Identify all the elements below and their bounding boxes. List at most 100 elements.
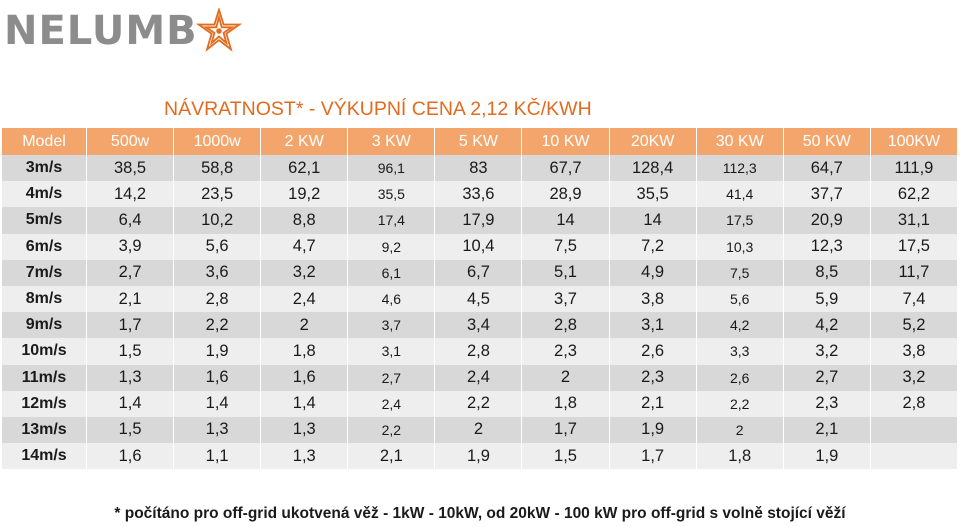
- row-label: 8m/s: [2, 285, 87, 313]
- brand-logo: NELUMB: [4, 6, 242, 56]
- table-cell: 14: [609, 207, 697, 234]
- table-row: 5m/s 6,4 10,2 8,8 17,4 17,9 14 14 17,5 20,9 31,1: [2, 207, 959, 234]
- table-cell: 4,7: [260, 233, 349, 260]
- table-row: 9m/s 1,7 2,2 2 3,7 3,4 2,8 3,1 4,2 4,2 5,2: [2, 312, 959, 339]
- column-header: 50 KW: [783, 128, 871, 155]
- table-cell: 1,4: [260, 390, 349, 417]
- table-cell: 2,8: [434, 338, 523, 365]
- table-cell: 7,5: [696, 259, 784, 286]
- table-row: 10m/s 1,5 1,9 1,8 3,1 2,8 2,3 2,6 3,3 3,2 3,8: [2, 338, 959, 365]
- table-cell: 58,8: [173, 155, 262, 182]
- table-cell: 4,6: [347, 285, 436, 313]
- table-cell: 35,5: [609, 181, 697, 208]
- table-cell: 2,2: [434, 390, 523, 417]
- table-cell: 1,7: [609, 443, 697, 470]
- table-cell: 2,1: [86, 285, 175, 313]
- row-label: 11m/s: [2, 364, 87, 391]
- table-cell: 6,1: [347, 259, 436, 286]
- table-cell: [870, 416, 959, 444]
- table-cell: 23,5: [173, 181, 262, 208]
- footnote: * počítáno pro off-grid ukotvená věž - 1…: [114, 505, 846, 522]
- column-header: 500w: [86, 128, 175, 155]
- table-cell: 1,8: [260, 338, 349, 365]
- table-cell: 2,3: [521, 338, 610, 365]
- column-header: 2 KW: [260, 128, 349, 155]
- column-header: 30 KW: [696, 128, 784, 155]
- payback-table: Model 500w 1000w 2 KW 3 KW 5 KW 10 KW 20KW 30 KW…: [2, 128, 959, 470]
- table-cell: 1,4: [173, 390, 262, 417]
- row-label: 6m/s: [2, 233, 87, 260]
- table-cell: 67,7: [521, 155, 610, 182]
- table-cell: 8,5: [783, 259, 871, 286]
- table-cell: 2,3: [783, 390, 871, 417]
- page-title: NÁVRATNOST* - VÝKUPNÍ CENA 2,12 KČ/KWH: [164, 98, 592, 120]
- table-cell: 14: [521, 207, 610, 234]
- table-cell: 1,3: [260, 443, 349, 470]
- table-cell: 12,3: [783, 233, 871, 260]
- table-cell: 2,6: [609, 338, 697, 365]
- table-cell: 1,7: [521, 416, 610, 444]
- table-cell: 7,4: [870, 285, 959, 313]
- table-cell: 3,7: [347, 312, 436, 339]
- row-label: 3m/s: [2, 155, 87, 182]
- table-cell: 1,3: [173, 416, 262, 444]
- table-cell: 2,7: [783, 364, 871, 391]
- row-label: 12m/s: [2, 390, 87, 417]
- table-cell: 19,2: [260, 181, 349, 208]
- table-cell: 1,1: [173, 443, 262, 470]
- table-cell: 1,4: [86, 390, 175, 417]
- logo-text: NELUMB: [4, 8, 198, 54]
- table-row: 6m/s 3,9 5,6 4,7 9,2 10,4 7,5 7,2 10,3 12,3 17,5: [2, 233, 959, 260]
- table-cell: 6,4: [86, 207, 175, 234]
- row-label: 7m/s: [2, 259, 87, 286]
- table-cell: 1,9: [783, 443, 871, 470]
- table-cell: 3,2: [783, 338, 871, 365]
- table-cell: 2,8: [173, 285, 262, 313]
- row-label: 14m/s: [2, 443, 87, 470]
- table-cell: 2,2: [696, 390, 784, 417]
- table-cell: 2,7: [86, 259, 175, 286]
- table-cell: 17,5: [870, 233, 959, 260]
- table-cell: 14,2: [86, 181, 175, 208]
- table-cell: 4,5: [434, 285, 523, 313]
- table-cell: 3,6: [173, 259, 262, 286]
- table-cell: 3,4: [434, 312, 523, 339]
- table-cell: 112,3: [696, 155, 784, 182]
- table-cell: 31,1: [870, 207, 959, 234]
- column-header: 3 KW: [347, 128, 436, 155]
- table-cell: 35,5: [347, 181, 436, 208]
- table-cell: 10,3: [696, 233, 784, 260]
- table-row: 11m/s 1,3 1,6 1,6 2,7 2,4 2 2,3 2,6 2,7 3,2: [2, 364, 959, 391]
- table-cell: 62,1: [260, 155, 349, 182]
- table-cell: 1,6: [173, 364, 262, 391]
- table-cell: 1,5: [521, 443, 610, 470]
- table-cell: 5,6: [173, 233, 262, 260]
- table-cell: 1,9: [609, 416, 697, 444]
- table-cell: 38,5: [86, 155, 175, 182]
- table-cell: 3,3: [696, 338, 784, 365]
- table-cell: 28,9: [521, 181, 610, 208]
- table-cell: 9,2: [347, 233, 436, 260]
- table-cell: 1,5: [86, 338, 175, 365]
- table-cell: 2,4: [260, 285, 349, 313]
- table-cell: 1,6: [86, 443, 175, 470]
- table-cell: 1,8: [696, 443, 784, 470]
- column-header: Model: [2, 128, 87, 155]
- table-cell: 2,6: [696, 364, 784, 391]
- table-cell: 5,1: [521, 259, 610, 286]
- table-row: 3m/s 38,5 58,8 62,1 96,1 83 67,7 128,4 112,3 64,7…: [2, 155, 959, 182]
- table-cell: 1,7: [86, 312, 175, 339]
- table-cell: 3,8: [609, 285, 697, 313]
- table-cell: 2,1: [609, 390, 697, 417]
- table-cell: 1,8: [521, 390, 610, 417]
- table-cell: 37,7: [783, 181, 871, 208]
- table-cell: 96,1: [347, 155, 436, 182]
- table-cell: 1,3: [86, 364, 175, 391]
- table-cell: 62,2: [870, 181, 959, 208]
- table-cell: 2,1: [347, 443, 436, 470]
- table-header-row: Model 500w 1000w 2 KW 3 KW 5 KW 10 KW 20KW 30 KW…: [2, 128, 959, 155]
- table-cell: 3,2: [870, 364, 959, 391]
- column-header: 5 KW: [434, 128, 523, 155]
- table-cell: 3,9: [86, 233, 175, 260]
- table-cell: 3,1: [609, 312, 697, 339]
